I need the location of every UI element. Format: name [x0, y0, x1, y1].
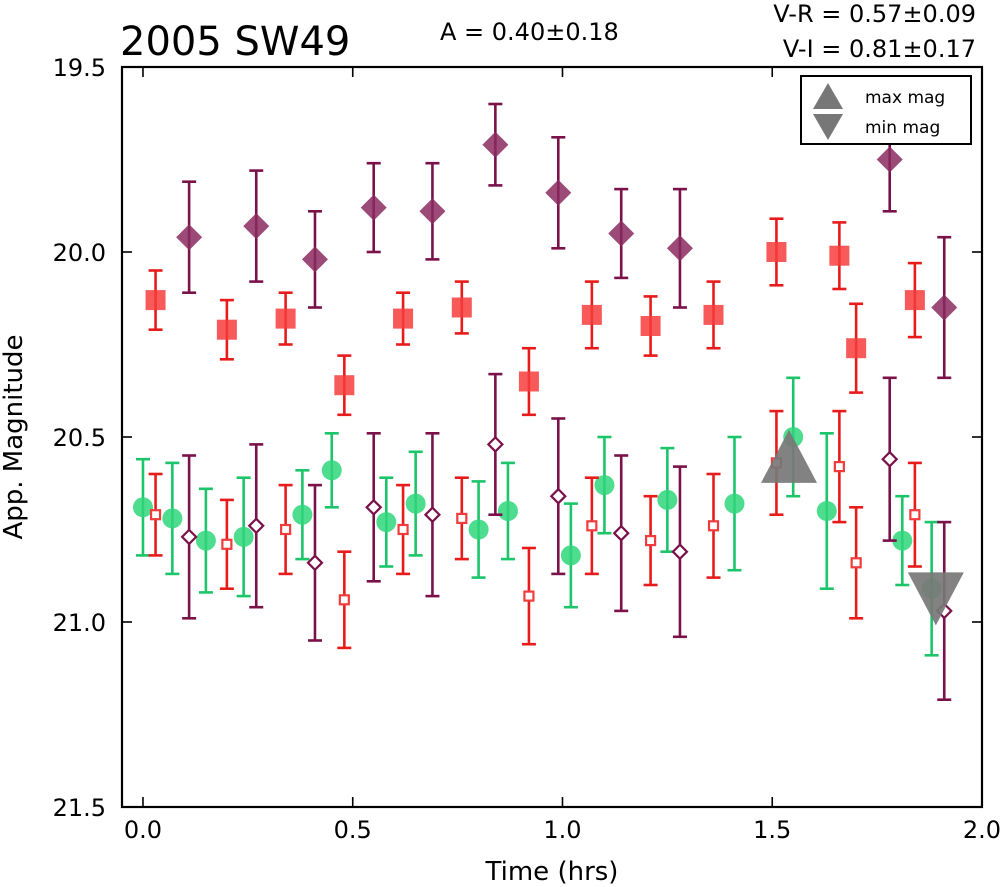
data-point	[518, 371, 539, 392]
data-point	[393, 308, 414, 329]
data-point	[360, 194, 387, 221]
amplitude-annotation: A = 0.40±0.18	[440, 18, 619, 46]
max-mag-marker	[761, 429, 818, 483]
data-point	[397, 523, 409, 536]
data-point	[423, 506, 441, 524]
data-point	[176, 224, 203, 251]
data-point	[833, 461, 845, 473]
data-point	[549, 487, 567, 505]
series-0-diamond-filled	[176, 102, 958, 380]
x-tick-label: 0.0	[124, 816, 162, 844]
data-point	[292, 504, 313, 525]
data-point	[523, 590, 535, 602]
y-tick-label: 20.5	[53, 424, 106, 452]
data-point	[180, 528, 198, 546]
data-point	[545, 179, 572, 206]
data-point	[216, 319, 237, 340]
data-point	[338, 594, 350, 606]
legend-label-min-mag: min mag	[865, 118, 940, 138]
series-2-circle-filled	[132, 376, 942, 657]
data-point	[162, 508, 183, 529]
data-point	[892, 530, 913, 551]
data-point	[829, 245, 850, 266]
x-tick-label: 0.5	[334, 816, 372, 844]
v-i-annotation: V-I = 0.81±0.17	[783, 35, 976, 63]
legend: max mag min mag	[800, 75, 972, 145]
data-point	[482, 131, 509, 158]
data-point	[594, 475, 615, 496]
data-point	[145, 290, 166, 311]
plot-frame	[120, 65, 984, 809]
y-tick-label: 21.5	[53, 794, 106, 822]
data-point	[816, 501, 837, 521]
data-point	[881, 450, 899, 468]
y-axis-label: App. Magnitude	[0, 334, 29, 539]
data-point	[608, 220, 635, 247]
plot-area	[132, 102, 964, 702]
data-point	[419, 198, 446, 225]
x-axis-label: Time (hrs)	[485, 857, 619, 887]
data-point	[376, 512, 397, 533]
data-point	[301, 246, 328, 273]
data-point	[666, 235, 693, 262]
min-mag-marker	[907, 572, 964, 626]
data-point	[275, 308, 296, 329]
chart-title: 2005 SW49	[120, 19, 350, 65]
data-point	[850, 557, 862, 569]
series-1-square-filled	[145, 217, 925, 417]
data-point	[247, 517, 265, 535]
data-point	[876, 146, 903, 173]
data-point	[321, 460, 342, 481]
max-mag-legend-icon	[813, 83, 843, 109]
data-point	[707, 520, 720, 532]
data-point	[586, 520, 598, 532]
legend-label-max-mag: max mag	[865, 88, 945, 108]
data-point	[931, 294, 958, 321]
series-4-diamond-open	[180, 372, 953, 702]
data-point	[766, 242, 787, 262]
data-point	[581, 304, 602, 325]
data-point	[904, 290, 925, 311]
axes-ticks: 0.0 0.5 1.0 1.5 2.0 19.5 20.0 20.5 21.0 21.5	[53, 54, 1000, 844]
data-point	[909, 509, 921, 521]
data-point	[365, 498, 383, 516]
data-point	[671, 543, 689, 561]
x-tick-label: 1.5	[753, 816, 791, 844]
data-point	[612, 524, 630, 542]
data-point	[405, 493, 426, 514]
data-point	[846, 338, 867, 359]
data-point	[195, 530, 216, 551]
y-tick-label: 21.0	[53, 609, 106, 637]
data-point	[233, 526, 254, 547]
data-point	[243, 213, 270, 240]
data-point	[657, 489, 678, 510]
x-tick-label: 1.0	[543, 816, 581, 844]
data-point	[456, 512, 468, 525]
data-point	[560, 545, 581, 566]
data-point	[451, 297, 472, 318]
series-3-square-open	[148, 409, 922, 650]
y-tick-label: 20.0	[53, 239, 106, 267]
data-point	[468, 519, 489, 540]
data-point	[703, 304, 724, 325]
data-point	[149, 509, 162, 521]
data-point	[280, 523, 292, 536]
x-tick-label: 2.0	[963, 816, 1000, 844]
data-point	[334, 375, 355, 396]
data-point	[497, 501, 518, 521]
data-point	[724, 493, 745, 514]
data-point	[221, 538, 233, 550]
v-r-annotation: V-R = 0.57±0.09	[773, 0, 976, 28]
data-point	[644, 534, 657, 547]
data-point	[132, 497, 153, 518]
data-point	[306, 554, 324, 572]
y-tick-label: 19.5	[53, 54, 106, 82]
data-point	[640, 316, 661, 336]
min-mag-legend-icon	[813, 114, 843, 140]
data-point	[486, 435, 504, 453]
